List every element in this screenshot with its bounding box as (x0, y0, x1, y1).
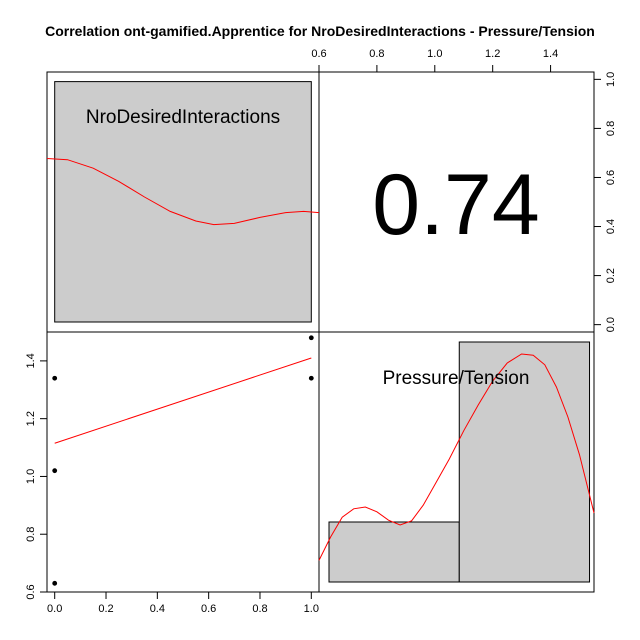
hist-pressure-layer (318, 341, 595, 583)
axis-right-tick-label: 1.0 (605, 72, 617, 87)
hist-nro-layer (46, 81, 320, 323)
axis-left-tick-label: 1.4 (25, 353, 37, 368)
chart-title: Correlation ont-gamified.Apprentice for … (45, 23, 595, 39)
axis-top-tick-label: 0.8 (369, 48, 384, 60)
axis-right-tick-label: 0.4 (605, 219, 617, 234)
scatter-layer (52, 335, 314, 586)
scatter-point (52, 580, 58, 586)
axis-right-tick-label: 0.2 (605, 268, 617, 283)
correlation-value: 0.74 (372, 157, 539, 253)
hist-pressure-bar (458, 341, 591, 583)
hist-pressure-bar (328, 521, 460, 583)
axis-bottom-tick-label: 0.0 (47, 603, 62, 615)
axis-bottom-tick-label: 0.8 (252, 603, 267, 615)
axis-bottom-tick-label: 0.4 (150, 603, 165, 615)
density-curve-pressure (318, 353, 595, 561)
axis-right-tick-label: 0.8 (605, 121, 617, 136)
scatter-point (308, 335, 314, 341)
axis-left-tick-label: 1.0 (25, 469, 37, 484)
panel-bottom-right-frame (318, 331, 595, 593)
axis-top-tick-label: 1.4 (543, 48, 558, 60)
scatter-point (308, 375, 314, 381)
axis-left-tick-label: 1.2 (25, 411, 37, 426)
panel-bottom-left-frame (46, 331, 320, 593)
axis-right-tick-label: 0.6 (605, 170, 617, 185)
axis-left: 0.6 0.8 1.0 1.2 1.4 (25, 353, 48, 600)
axis-right: 0.0 0.2 0.4 0.6 0.8 1.0 (593, 72, 617, 332)
axis-top-tick-label: 0.6 (311, 48, 326, 60)
hist-nro-bar (54, 81, 312, 323)
scatter-point (52, 375, 58, 381)
axis-bottom-tick-label: 0.6 (201, 603, 216, 615)
fit-line (54, 357, 312, 444)
axis-left-tick-label: 0.8 (25, 527, 37, 542)
axis-right-tick-label: 0.0 (605, 317, 617, 332)
axis-bottom-tick-label: 0.2 (98, 603, 113, 615)
density-curve-nro (46, 158, 320, 226)
axis-left-tick-label: 0.6 (25, 584, 37, 599)
axis-bottom: 0.0 0.2 0.4 0.6 0.8 1.0 (47, 591, 319, 615)
diag-label-nro: NroDesiredInteractions (86, 107, 280, 128)
diag-label-pressure: Pressure/Tension (383, 368, 530, 389)
axis-top-tick-label: 1.0 (427, 48, 442, 60)
scatter-point (52, 468, 58, 474)
axis-bottom-tick-label: 1.0 (304, 603, 319, 615)
axis-top: 0.6 0.8 1.0 1.2 1.4 (311, 48, 558, 73)
axis-top-tick-label: 1.2 (485, 48, 500, 60)
